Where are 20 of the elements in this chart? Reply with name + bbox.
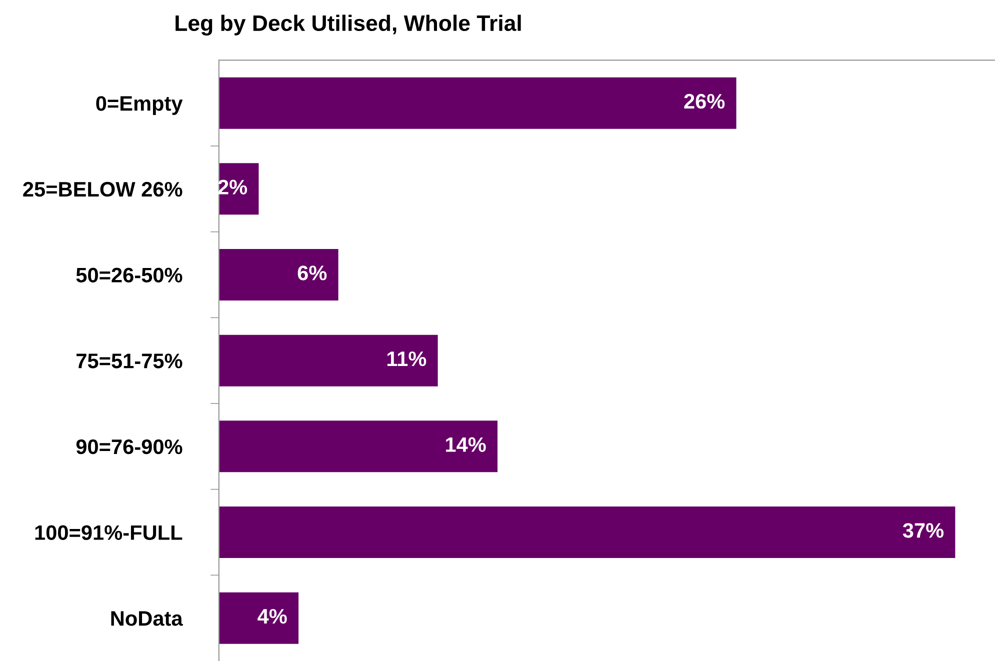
data-label: 6% [298, 266, 327, 280]
chart-title: Leg by Deck Utilised, Whole Trial [176, 14, 521, 36]
bar [218, 592, 298, 644]
bar [218, 420, 498, 472]
y-tick-label: 25=BELOW 26% [23, 182, 182, 197]
bar [218, 77, 736, 129]
data-label: 37% [902, 523, 944, 538]
data-label: 4% [258, 608, 287, 624]
y-tick-label: NoData [111, 611, 183, 626]
bar [218, 334, 438, 386]
y-tick-label: 100=91%-FULL [35, 525, 182, 540]
data-label: 14% [446, 437, 486, 452]
bar [218, 506, 956, 558]
data-label: 26% [684, 94, 725, 109]
data-label: 11% [387, 351, 426, 366]
y-tick-label: 75=51-75% [76, 354, 182, 368]
bar [218, 248, 338, 300]
y-tick-label: 50=26-50% [76, 268, 182, 282]
y-tick-label: 0=Empty [96, 96, 183, 115]
y-tick-label: 90=76-90% [76, 439, 182, 454]
